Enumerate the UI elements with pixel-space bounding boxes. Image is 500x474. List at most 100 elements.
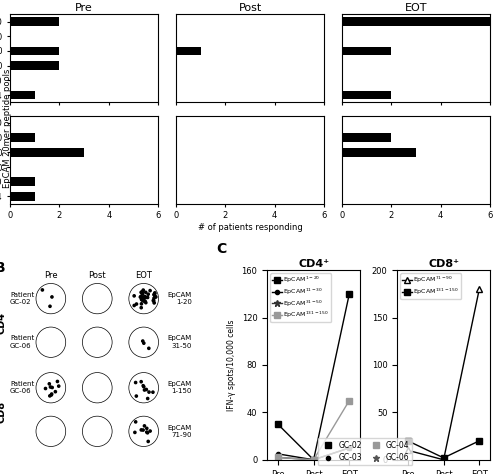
Text: EpCAM
31-50: EpCAM 31-50 [168,336,192,349]
Bar [342,46,391,55]
Text: EpCAM
1-20: EpCAM 1-20 [168,292,192,305]
Circle shape [142,289,144,291]
Circle shape [129,373,158,403]
X-axis label: # of patients responding: # of patients responding [198,223,302,232]
Title: Pre: Pre [75,3,93,13]
Text: EpCAM
71-90: EpCAM 71-90 [168,425,192,438]
Bar [10,177,34,186]
Bar [342,17,490,26]
Circle shape [141,299,144,301]
Circle shape [142,429,144,431]
Bar [10,61,59,70]
Legend: EpCAM$^{1-20}$, EpCAM$^{11-30}$, EpCAM$^{31-50}$, EpCAM$^{131-150}$: EpCAM$^{1-20}$, EpCAM$^{11-30}$, EpCAM$^… [270,273,331,322]
Circle shape [144,301,147,304]
Circle shape [51,386,54,389]
Circle shape [140,381,142,383]
Circle shape [58,385,60,387]
Circle shape [133,304,136,307]
Circle shape [152,300,154,301]
Bar [10,148,84,157]
Bar [10,133,34,142]
Circle shape [153,293,155,296]
Title: EOT: EOT [404,3,427,13]
Circle shape [56,380,58,383]
Circle shape [48,383,50,385]
Circle shape [142,293,144,295]
Circle shape [153,297,155,300]
Circle shape [140,303,142,305]
Circle shape [82,283,112,314]
Circle shape [54,391,56,393]
Legend: GC-02, GC-03, GC-04, GC-06: GC-02, GC-03, GC-04, GC-06 [318,438,412,465]
Circle shape [142,340,144,342]
Text: EpCAM 20mer peptide pools: EpCAM 20mer peptide pools [2,68,12,188]
Circle shape [50,393,53,395]
Circle shape [140,295,142,298]
Text: B: B [0,261,6,275]
Text: Patient
GC-06: Patient GC-06 [10,336,34,349]
Circle shape [145,388,148,391]
Text: Patient
GC-02: Patient GC-02 [10,292,34,305]
Bar [176,46,201,55]
Y-axis label: IFN-γ spots/10,000 cells: IFN-γ spots/10,000 cells [227,319,236,411]
Circle shape [36,283,66,314]
Bar [342,91,391,100]
Circle shape [141,299,143,301]
Circle shape [129,283,158,314]
Circle shape [134,421,137,423]
Circle shape [44,387,46,390]
Circle shape [146,427,148,429]
Bar [10,46,59,55]
Title: CD8⁺: CD8⁺ [428,259,459,269]
Circle shape [136,303,138,305]
Circle shape [134,431,136,434]
Circle shape [134,382,136,383]
Circle shape [154,296,157,298]
Circle shape [82,416,112,447]
Circle shape [148,347,150,349]
Text: Patient
GC-06: Patient GC-06 [10,381,34,394]
Text: C: C [216,242,226,256]
Text: Post: Post [88,272,106,280]
Circle shape [135,395,138,397]
Circle shape [129,327,158,357]
Circle shape [140,292,142,293]
Circle shape [146,296,149,299]
Circle shape [149,430,152,432]
Circle shape [154,292,156,294]
Circle shape [143,300,145,302]
Text: CD8⁺: CD8⁺ [0,396,6,423]
Circle shape [144,295,146,298]
Circle shape [142,291,144,293]
Circle shape [146,432,148,434]
Text: EpCAM
1-150: EpCAM 1-150 [168,381,192,394]
Circle shape [152,300,155,302]
Circle shape [140,429,142,431]
Circle shape [50,394,52,396]
Circle shape [140,307,142,309]
Circle shape [148,391,150,393]
Circle shape [50,386,51,388]
Bar [342,148,416,157]
Circle shape [51,296,53,298]
Circle shape [146,397,149,400]
Circle shape [133,295,136,297]
Circle shape [147,440,150,443]
Circle shape [154,295,156,297]
Circle shape [139,296,141,298]
Circle shape [36,327,66,357]
Circle shape [48,395,51,397]
Text: EOT: EOT [136,272,152,280]
Circle shape [147,293,150,295]
Bar [342,133,391,142]
Circle shape [142,384,144,387]
Text: Pre: Pre [44,272,58,280]
Circle shape [154,292,156,295]
Circle shape [144,291,147,293]
Circle shape [142,342,145,344]
Circle shape [42,289,43,291]
Circle shape [144,296,147,299]
Circle shape [140,291,142,293]
Bar [10,17,59,26]
Text: CD4⁺: CD4⁺ [0,307,6,334]
